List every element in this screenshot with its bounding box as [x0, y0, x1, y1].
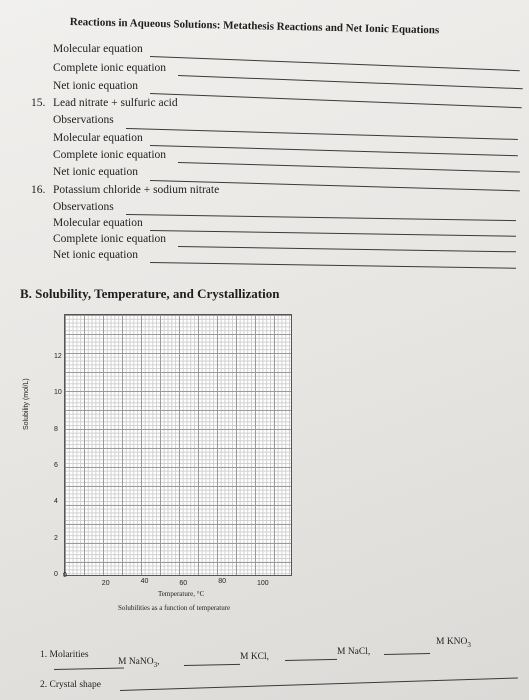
molarities-label: 1. Molarities: [40, 650, 89, 660]
y-axis-label: Solubility (mol/L): [23, 378, 30, 430]
solubility-graph[interactable]: [64, 314, 292, 576]
kcl-label: M KCl,: [240, 652, 270, 662]
item-number-16: 16.: [31, 184, 46, 196]
answer-line[interactable]: [284, 658, 337, 661]
molecular-equation-label: Molecular equation: [53, 43, 143, 55]
answer-line[interactable]: [53, 667, 124, 670]
answer-line[interactable]: [177, 246, 516, 253]
answer-line[interactable]: [183, 663, 240, 666]
complete-ionic-equation-label: Complete ionic equation: [53, 233, 167, 245]
item-number-15: 15.: [31, 97, 46, 109]
answer-line[interactable]: [149, 230, 516, 237]
x-tick-label: 40: [140, 578, 149, 585]
x-tick-label: 0: [63, 572, 67, 579]
net-ionic-equation-label: Net ionic equation: [53, 80, 138, 92]
x-tick-label: 20: [101, 580, 110, 587]
net-ionic-equation-label: Net ionic equation: [53, 249, 138, 261]
y-tick-label: 8: [54, 425, 58, 433]
nacl-label: M NaCl,: [337, 647, 371, 657]
answer-line[interactable]: [177, 162, 520, 173]
x-tick-label: 60: [179, 580, 188, 587]
complete-ionic-equation-label: Complete ionic equation: [53, 62, 167, 74]
graph-grid[interactable]: [64, 314, 292, 576]
y-tick-label: 0: [54, 571, 58, 578]
answer-line[interactable]: [149, 262, 516, 269]
item-15-title: Lead nitrate + sulfuric acid: [53, 97, 178, 109]
answer-line[interactable]: [383, 653, 431, 655]
molecular-equation-label: Molecular equation: [53, 132, 143, 144]
answer-line[interactable]: [125, 128, 518, 140]
answer-line[interactable]: [149, 93, 522, 109]
crystal-shape-label: 2. Crystal shape: [40, 680, 101, 690]
y-tick-label: 10: [54, 389, 62, 397]
nano3-label: M NaNO3,: [118, 657, 160, 669]
graph-caption: Solubilities as a function of temperatur…: [118, 604, 231, 612]
page-header: Reactions in Aqueous Solutions: Metathes…: [69, 16, 440, 37]
section-b-title: B. Solubility, Temperature, and Crystall…: [20, 286, 280, 301]
kno3-label: M KNO3: [436, 637, 471, 649]
molecular-equation-label: Molecular equation: [53, 217, 143, 229]
complete-ionic-equation-label: Complete ionic equation: [53, 149, 167, 161]
answer-line[interactable]: [119, 677, 518, 691]
answer-line[interactable]: [149, 56, 520, 72]
y-tick-label: 2: [54, 534, 58, 542]
y-tick-label: 4: [54, 498, 58, 506]
observations-label: Observations: [53, 114, 114, 126]
answer-line[interactable]: [149, 145, 518, 157]
answer-line[interactable]: [177, 75, 523, 90]
x-tick-label: 100: [257, 580, 269, 587]
y-tick-label: 6: [54, 462, 58, 469]
observations-label: Observations: [53, 201, 114, 213]
x-tick-label: 80: [218, 578, 226, 585]
answer-line[interactable]: [125, 214, 516, 222]
item-16-title: Potassium chloride + sodium nitrate: [53, 184, 220, 196]
x-axis-label: Temperature, °C: [158, 590, 205, 598]
y-tick-label: 12: [54, 353, 62, 360]
net-ionic-equation-label: Net ionic equation: [53, 166, 138, 178]
